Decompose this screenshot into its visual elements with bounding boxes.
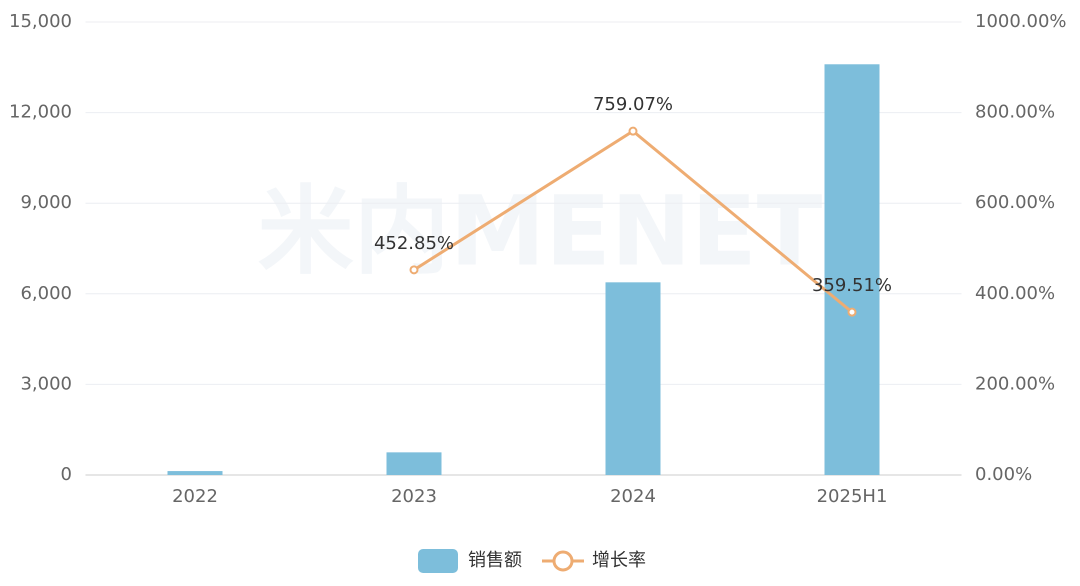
bar xyxy=(824,64,880,475)
y2-tick-label: 800.00% xyxy=(975,102,1055,123)
watermark: 米内MENET xyxy=(258,175,823,287)
legend-label: 销售额 xyxy=(468,550,522,571)
legend-label: 增长率 xyxy=(592,550,646,571)
x-tick-label: 2022 xyxy=(172,486,218,507)
bar xyxy=(386,452,442,475)
y-tick-label: 12,000 xyxy=(9,102,72,123)
x-tick-label: 2023 xyxy=(391,486,437,507)
line-point xyxy=(409,265,419,275)
bar xyxy=(167,471,223,475)
y-tick-label: 15,000 xyxy=(9,11,72,32)
y-tick-label: 9,000 xyxy=(20,192,72,213)
y-tick-label: 6,000 xyxy=(20,283,72,304)
bar xyxy=(605,282,661,475)
y2-tick-label: 0.00% xyxy=(975,464,1032,485)
data-label: 452.85% xyxy=(374,233,454,254)
data-label: 359.51% xyxy=(812,275,892,296)
y2-tick-label: 400.00% xyxy=(975,283,1055,304)
y-tick-label: 3,000 xyxy=(20,373,72,394)
x-tick-label: 2024 xyxy=(610,486,656,507)
x-tick-label: 2025H1 xyxy=(817,486,888,507)
y2-tick-label: 1000.00% xyxy=(975,11,1067,32)
line-point xyxy=(847,307,857,317)
y2-tick-label: 200.00% xyxy=(975,373,1055,394)
legend-swatch xyxy=(418,549,458,573)
data-label: 759.07% xyxy=(593,94,673,115)
y-tick-label: 0 xyxy=(61,464,72,485)
y2-tick-label: 600.00% xyxy=(975,192,1055,213)
line-point xyxy=(628,126,638,136)
legend-swatch-point xyxy=(552,550,574,572)
